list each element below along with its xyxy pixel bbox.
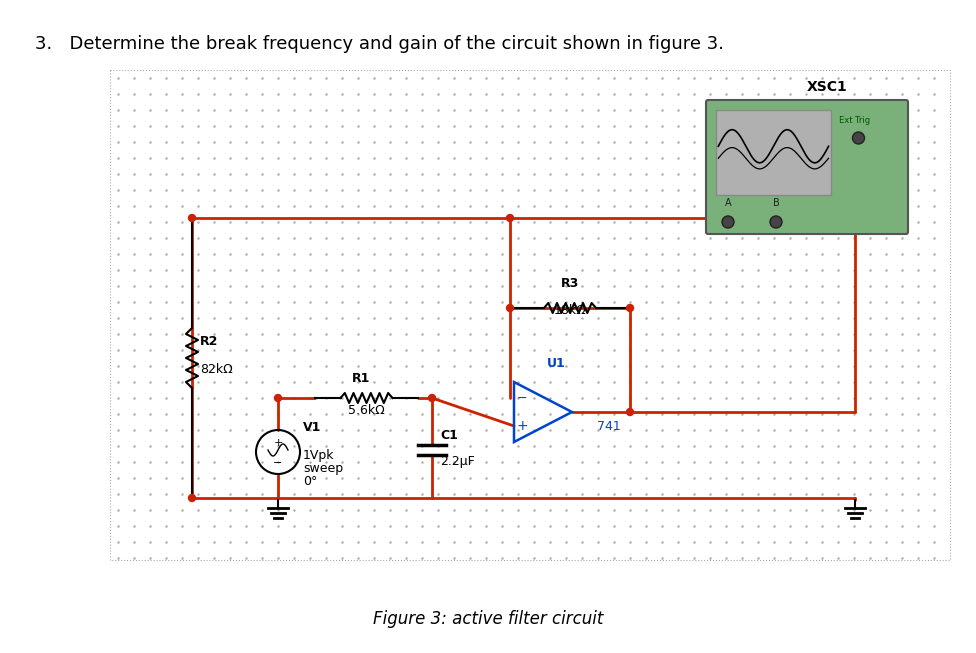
Text: Ext Trig: Ext Trig: [838, 116, 870, 125]
Circle shape: [274, 394, 281, 402]
Text: 1Vpk: 1Vpk: [303, 449, 335, 462]
Text: 0°: 0°: [303, 475, 317, 488]
Text: −: −: [273, 458, 283, 468]
Circle shape: [627, 409, 633, 415]
Text: B: B: [773, 198, 780, 208]
Text: Figure 3: active filter circuit: Figure 3: active filter circuit: [373, 610, 603, 628]
Circle shape: [627, 304, 633, 311]
Circle shape: [428, 394, 435, 402]
Text: 5.6kΩ: 5.6kΩ: [348, 404, 385, 417]
Text: C1: C1: [440, 429, 458, 442]
Text: sweep: sweep: [303, 462, 344, 475]
Bar: [716, 110, 831, 195]
Text: R3: R3: [561, 277, 579, 290]
Text: R1: R1: [352, 372, 371, 385]
Circle shape: [722, 216, 734, 228]
Circle shape: [507, 214, 513, 221]
Circle shape: [852, 132, 865, 144]
Text: +: +: [516, 419, 528, 433]
Text: 2.2μF: 2.2μF: [440, 455, 474, 468]
Text: 82kΩ: 82kΩ: [200, 363, 232, 376]
Circle shape: [507, 304, 513, 311]
Text: 18kΩ: 18kΩ: [553, 304, 587, 317]
Text: XSC1: XSC1: [806, 80, 847, 94]
Circle shape: [188, 214, 195, 221]
Text: U1: U1: [547, 357, 566, 370]
Text: −: −: [516, 392, 527, 404]
Text: A: A: [725, 198, 731, 208]
Bar: [110, 70, 950, 560]
FancyBboxPatch shape: [706, 100, 908, 234]
Text: 3.   Determine the break frequency and gain of the circuit shown in figure 3.: 3. Determine the break frequency and gai…: [35, 35, 724, 53]
Text: 741: 741: [597, 420, 621, 433]
Circle shape: [770, 216, 782, 228]
Text: +: +: [273, 438, 283, 448]
Circle shape: [188, 494, 195, 502]
Text: V1: V1: [303, 421, 321, 434]
Text: R2: R2: [200, 335, 219, 348]
